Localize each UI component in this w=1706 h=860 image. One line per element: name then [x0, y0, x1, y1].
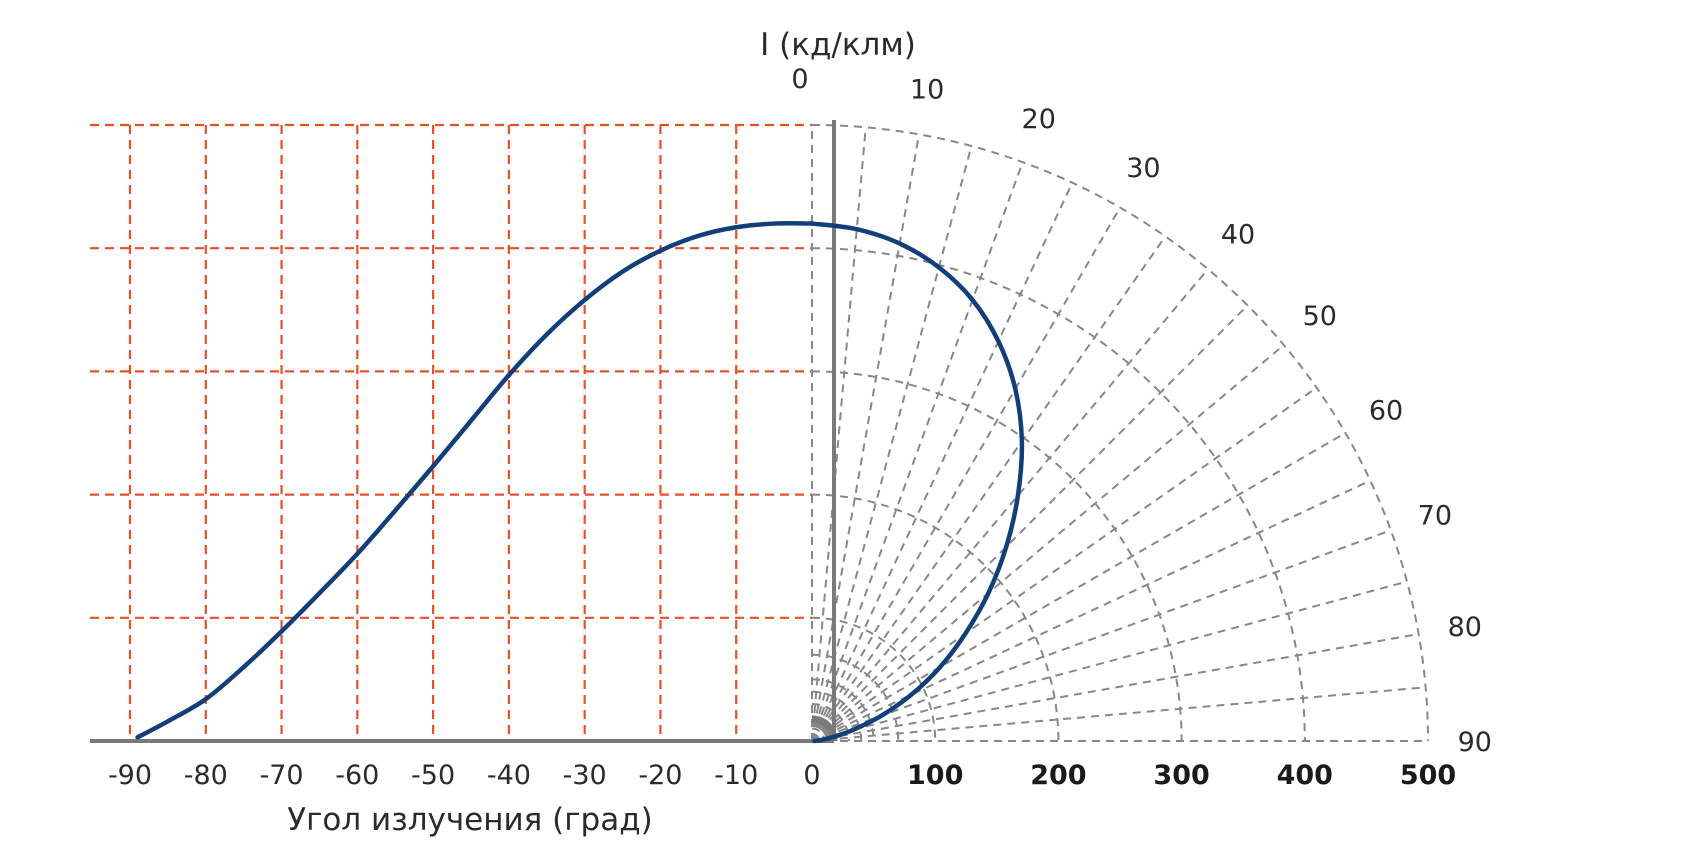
radial-tick-label: 400 — [1277, 760, 1333, 791]
angle-tick-label: 30 — [1126, 153, 1160, 184]
polar-spoke — [811, 207, 1121, 742]
radial-tick-label: 300 — [1153, 760, 1209, 791]
polar-arc — [811, 678, 875, 742]
polar-spoke — [811, 432, 1346, 742]
cartesian-grid — [90, 123, 812, 741]
radial-tick-label: 200 — [1030, 760, 1086, 791]
polar-spoke — [811, 127, 867, 742]
polar-spoke — [811, 304, 1249, 742]
series — [135, 221, 1025, 744]
angle-tick-label: 80 — [1448, 612, 1482, 643]
polar-arc — [811, 124, 1429, 742]
x-tick-label: -90 — [108, 760, 152, 791]
x-tick-label: -70 — [260, 760, 304, 791]
angle-tick-label: 50 — [1303, 301, 1337, 332]
polar-grid — [811, 124, 1429, 742]
x-tick-label: -50 — [411, 760, 455, 791]
polar-spoke — [811, 479, 1371, 742]
x-tick-label: -60 — [335, 760, 379, 791]
polar-arc — [811, 733, 820, 742]
x-tick-label: -20 — [638, 760, 682, 791]
polar-arc — [811, 703, 850, 742]
x-tick-label: -80 — [184, 760, 228, 791]
x-tick-label: -30 — [563, 760, 607, 791]
polar-spoke — [811, 161, 1024, 742]
labels: -90 -80 -70 -60 -50 -40 -30 -20 -10 0 100 200 300 400… — [108, 64, 1492, 791]
angle-tick-label: 90 — [1458, 727, 1492, 758]
angle-tick-label: 10 — [910, 74, 944, 105]
polar-spoke — [811, 344, 1285, 742]
angle-tick-label: 70 — [1418, 500, 1452, 531]
polar-spoke — [811, 182, 1074, 742]
radial-tick-label: 100 — [907, 760, 963, 791]
radial-tick-label: 500 — [1400, 760, 1456, 791]
polar-spoke — [811, 386, 1318, 742]
x-tick-label: -10 — [714, 760, 758, 791]
polar-arc — [811, 247, 1306, 742]
x-tick-label: -40 — [487, 760, 531, 791]
polar-spoke — [811, 268, 1209, 742]
angle-tick-label: 0 — [791, 64, 808, 95]
polar-spoke — [811, 134, 920, 742]
x-tick-label: 0 — [803, 760, 820, 791]
x-axis-label: Угол излучения (град) — [287, 802, 653, 838]
polar-arc — [811, 653, 900, 742]
polar-spoke — [811, 235, 1167, 742]
polar-arc — [811, 721, 832, 742]
polar-spoke — [811, 145, 973, 742]
angle-tick-label: 60 — [1369, 396, 1403, 427]
polar-spoke — [811, 633, 1419, 742]
polar-spoke — [811, 686, 1426, 742]
polar-spoke — [811, 529, 1392, 742]
y-axis-label: I (кд/клм) — [760, 27, 916, 63]
polar-arc — [811, 370, 1183, 742]
polar-spoke — [811, 580, 1408, 742]
polar-series-line — [809, 221, 1025, 744]
cartesian-series-line — [135, 221, 815, 740]
angle-tick-label: 20 — [1022, 104, 1056, 135]
angle-tick-label: 40 — [1221, 219, 1255, 250]
